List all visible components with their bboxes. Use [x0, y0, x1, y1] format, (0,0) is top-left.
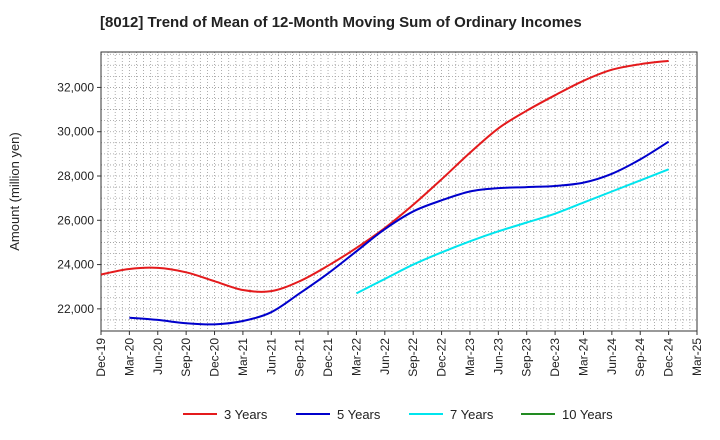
- x-tick-label: Mar-24: [576, 338, 590, 376]
- x-tick-label: Jun-23: [491, 338, 505, 375]
- x-tick-label: Dec-23: [548, 338, 562, 377]
- plot-border: [100, 51, 698, 332]
- series-layer: [100, 59, 670, 326]
- x-tick-label: Sep-22: [406, 338, 420, 377]
- y-tick-label: 24,000: [57, 258, 94, 272]
- x-tick-label: Sep-20: [179, 338, 193, 377]
- x-tick-label: Sep-24: [633, 338, 647, 377]
- series-line-7-years: [355, 168, 669, 295]
- legend-label-7-years: 7 Years: [450, 407, 494, 422]
- x-axis: Dec-19 Mar-20 Jun-20 Sep-20 Dec-20 Mar-21 Jun-…: [94, 331, 704, 377]
- y-tick-label: 30,000: [57, 125, 94, 139]
- x-tick-label: Sep-21: [293, 338, 307, 377]
- legend-label-10-years: 10 Years: [562, 407, 613, 422]
- x-tick-label: Jun-24: [605, 338, 619, 375]
- x-tick-label: Mar-23: [463, 338, 477, 376]
- chart-title: [8012] Trend of Mean of 12-Month Moving …: [100, 14, 582, 31]
- x-tick-label: Dec-21: [321, 338, 335, 377]
- x-tick-label: Jun-21: [264, 338, 278, 375]
- y-axis: 22,000 24,000 26,000 28,000 30,000 32,000: [57, 80, 101, 316]
- legend: 3 Years 5 Years 7 Years 10 Years: [183, 407, 613, 422]
- x-tick-label: Mar-21: [236, 338, 250, 376]
- y-tick-label: 26,000: [57, 213, 94, 227]
- x-tick-label: Dec-19: [94, 338, 108, 377]
- y-tick-label: 22,000: [57, 302, 94, 316]
- x-tick-label: Dec-20: [208, 338, 222, 377]
- x-tick-label: Dec-22: [435, 338, 449, 377]
- legend-label-5-years: 5 Years: [337, 407, 381, 422]
- x-tick-label: Mar-25: [690, 338, 704, 376]
- y-tick-label: 28,000: [57, 169, 94, 183]
- series-line-5-years: [129, 140, 670, 326]
- y-tick-label: 32,000: [57, 80, 94, 94]
- x-tick-label: Mar-22: [349, 338, 363, 376]
- y-axis-title: Amount (million yen): [7, 132, 22, 251]
- legend-label-3-years: 3 Years: [224, 407, 268, 422]
- x-tick-label: Sep-23: [520, 338, 534, 377]
- x-tick-label: Jun-22: [378, 338, 392, 375]
- x-tick-label: Dec-24: [662, 338, 676, 377]
- x-tick-label: Mar-20: [122, 338, 136, 376]
- x-tick-label: Jun-20: [151, 338, 165, 375]
